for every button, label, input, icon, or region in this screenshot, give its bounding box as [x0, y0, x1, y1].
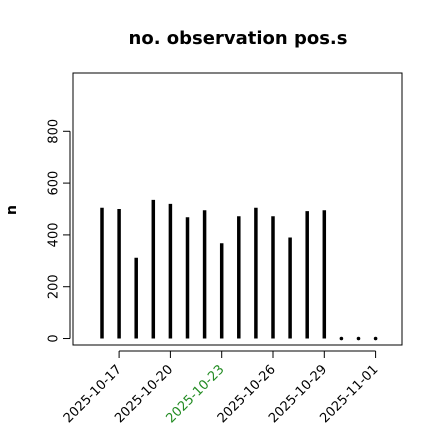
- y-tick-label: 600: [47, 171, 62, 196]
- zero-point: [339, 336, 344, 341]
- zero-point: [373, 336, 378, 341]
- y-axis: 0 200 400 600 800: [47, 119, 71, 343]
- zero-markers: [339, 336, 378, 341]
- zero-point: [356, 336, 361, 341]
- x-axis: 2025-10-172025-10-202025-10-232025-10-26…: [61, 350, 381, 426]
- y-tick-label: 200: [47, 274, 62, 299]
- y-tick-label: 0: [47, 334, 62, 342]
- y-tick-label: 800: [47, 119, 62, 144]
- chart-title: no. observation pos.s: [129, 28, 348, 49]
- bars: [100, 199, 327, 339]
- y-tick-label: 400: [47, 222, 62, 247]
- y-axis-label: n: [4, 205, 20, 215]
- plot-frame: [72, 72, 403, 346]
